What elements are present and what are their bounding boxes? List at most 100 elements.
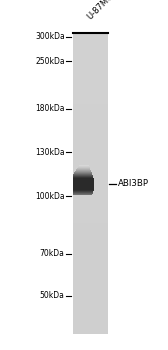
Bar <box>73 170 108 171</box>
Bar <box>73 51 108 52</box>
Bar <box>73 243 108 244</box>
Bar <box>73 175 108 176</box>
Bar <box>73 79 108 80</box>
Bar <box>73 271 108 272</box>
Text: U-87MG: U-87MG <box>86 0 116 21</box>
Bar <box>73 163 108 164</box>
Bar <box>73 183 108 184</box>
Bar <box>73 41 108 42</box>
Bar <box>73 179 108 180</box>
Bar <box>73 182 108 183</box>
Bar <box>73 103 108 104</box>
Bar <box>73 106 108 107</box>
Bar <box>73 236 108 237</box>
Bar <box>73 108 108 110</box>
Bar <box>73 68 108 69</box>
Bar <box>73 138 108 139</box>
Bar <box>73 117 108 118</box>
Bar <box>73 252 108 253</box>
Bar <box>73 60 108 61</box>
Bar <box>73 320 108 321</box>
Bar <box>73 196 108 197</box>
Bar <box>73 188 108 189</box>
Bar <box>73 241 108 242</box>
Bar <box>73 127 108 128</box>
Text: 70kDa: 70kDa <box>40 249 65 258</box>
Bar <box>73 205 108 206</box>
Bar <box>73 263 108 264</box>
Bar <box>73 199 108 200</box>
Bar <box>73 262 108 263</box>
Bar <box>73 90 108 91</box>
Bar <box>73 69 108 70</box>
Bar <box>73 240 108 241</box>
Bar <box>73 215 108 216</box>
Bar <box>73 306 108 307</box>
Bar <box>73 288 108 289</box>
Bar <box>73 122 108 124</box>
Bar <box>73 50 108 51</box>
Bar <box>73 322 108 323</box>
Bar <box>73 33 108 334</box>
Bar <box>73 61 108 62</box>
Bar <box>73 275 108 276</box>
Bar <box>73 185 108 186</box>
Bar <box>73 146 108 147</box>
Bar <box>73 197 108 198</box>
Bar <box>73 67 108 68</box>
Text: 100kDa: 100kDa <box>35 191 65 201</box>
Bar <box>73 120 108 121</box>
Bar <box>73 54 108 55</box>
Bar <box>73 80 108 82</box>
Bar <box>73 290 108 291</box>
Bar <box>73 270 108 271</box>
Bar <box>73 167 108 168</box>
Bar <box>73 302 108 303</box>
Bar <box>73 58 108 60</box>
Bar <box>73 63 108 64</box>
Bar <box>73 184 108 185</box>
Bar <box>73 332 108 333</box>
Bar <box>73 254 108 255</box>
Bar <box>73 200 108 201</box>
Bar <box>73 195 108 196</box>
Bar <box>73 86 108 88</box>
Bar <box>73 285 108 286</box>
Bar <box>73 144 108 145</box>
Bar <box>73 204 108 205</box>
Bar <box>73 42 108 43</box>
Bar <box>73 112 108 113</box>
Bar <box>73 256 108 257</box>
Bar <box>73 141 108 142</box>
Bar <box>73 166 108 167</box>
Bar <box>73 35 108 36</box>
Bar <box>73 116 108 117</box>
Bar <box>73 273 108 274</box>
Bar <box>73 201 108 202</box>
Bar <box>73 193 108 194</box>
Bar <box>73 190 108 191</box>
Bar <box>73 152 108 153</box>
Bar <box>73 174 108 175</box>
Bar <box>73 74 108 75</box>
Bar <box>73 155 108 156</box>
Bar <box>73 124 108 125</box>
Bar <box>73 328 108 329</box>
Bar <box>73 245 108 246</box>
Bar <box>73 316 108 317</box>
Bar <box>73 161 108 162</box>
Bar <box>73 43 108 44</box>
Bar <box>73 218 108 219</box>
Bar <box>73 52 108 53</box>
Bar <box>73 55 108 56</box>
Bar <box>73 209 108 210</box>
Bar <box>73 91 108 92</box>
Bar <box>73 93 108 94</box>
Bar <box>73 318 108 319</box>
Bar <box>73 46 108 47</box>
Bar <box>73 140 108 141</box>
Bar <box>73 212 108 213</box>
Bar <box>73 224 108 225</box>
Bar <box>73 234 108 235</box>
Bar <box>73 329 108 330</box>
